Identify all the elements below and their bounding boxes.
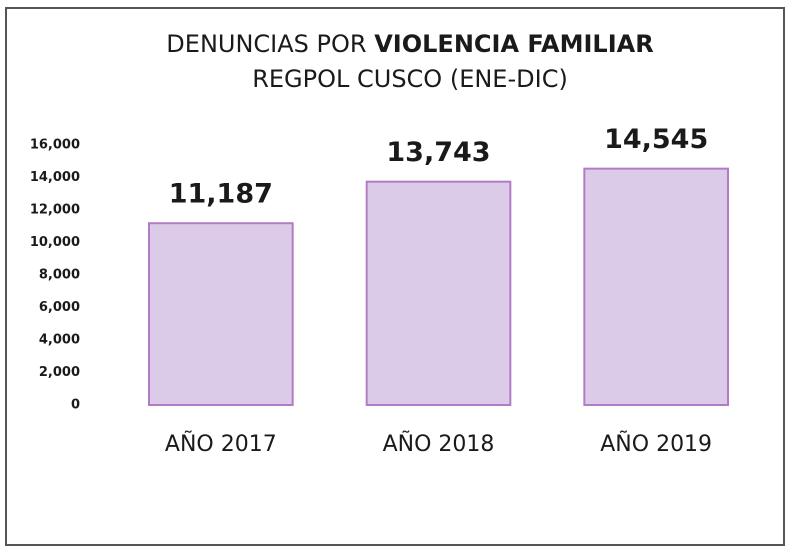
bar [583,167,729,406]
y-tick-label: 10,000 [30,235,80,250]
y-tick-label: 16,000 [30,138,80,153]
x-tick-label: AÑO 2019 [600,430,712,457]
x-tick-label: AÑO 2017 [165,430,277,457]
value-label: 14,545 [604,124,708,155]
chart-title: DENUNCIAS POR VIOLENCIA FAMILIAR [166,30,653,58]
y-tick-label: 0 [71,398,80,413]
y-tick-label: 14,000 [30,170,80,185]
y-tick-label: 6,000 [39,300,80,315]
y-tick-label: 2,000 [39,365,80,380]
y-tick-label: 12,000 [30,203,80,218]
title-part-bold: VIOLENCIA FAMILIAR [374,30,653,58]
value-label: 11,187 [169,179,273,210]
x-tick-label: AÑO 2018 [383,430,495,457]
bar [365,180,512,406]
bar [148,222,294,406]
title-part: DENUNCIAS POR [166,30,366,58]
chart-subtitle: REGPOL CUSCO (ENE-DIC) [252,65,568,93]
value-label: 13,743 [386,137,490,168]
y-tick-label: 4,000 [39,333,80,348]
y-tick-label: 8,000 [39,268,80,283]
